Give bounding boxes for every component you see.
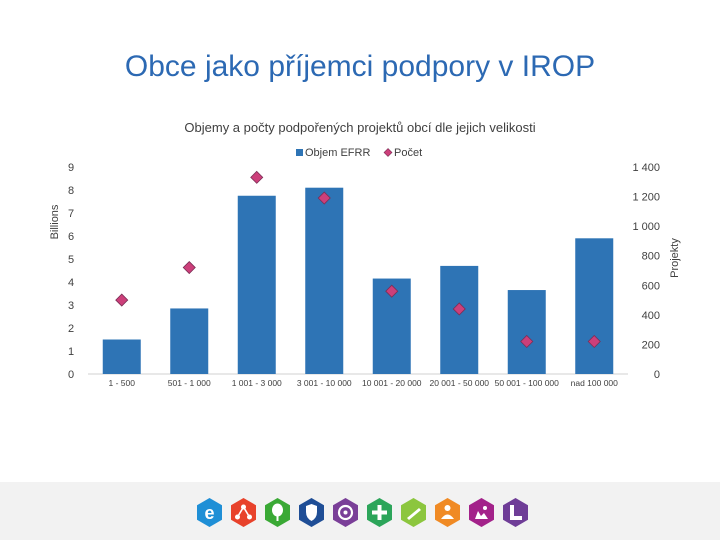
y-tick-label-right: 400 (642, 310, 660, 322)
y-tick-label-right: 200 (642, 339, 660, 351)
corner-icon (500, 497, 531, 528)
y-tick-label-left: 5 (68, 254, 74, 266)
x-tick-label: 10 001 - 20 000 (362, 378, 422, 388)
y-tick-label-left: 9 (68, 162, 74, 174)
y-tick-label-left: 3 (68, 300, 74, 312)
bar (237, 195, 276, 374)
bar (575, 238, 614, 374)
marker-point (520, 334, 534, 349)
slide-title: Obce jako příjemci podpory v IROP (124, 50, 596, 83)
bar (170, 308, 209, 374)
bar (440, 265, 479, 374)
x-tick-label: 20 001 - 50 000 (429, 378, 489, 388)
y-axis-left-label: Billions (49, 204, 61, 239)
y-tick-label-left: 2 (68, 323, 74, 335)
y-axis-right-label: Projekty (669, 238, 681, 278)
chart: Objemy a počty podpořených projektů obcí… (49, 120, 681, 388)
x-tick-label: 501 - 1 000 (168, 378, 211, 388)
y-tick-label-right: 1 400 (632, 162, 660, 174)
tree-icon (262, 497, 293, 528)
people-icon (432, 497, 463, 528)
y-tick-label-right: 1 200 (632, 192, 660, 204)
program-logos: e (194, 497, 531, 531)
marker-point (317, 191, 331, 205)
chart-title: Objemy a počty podpořených projektů obcí… (184, 120, 535, 135)
y-tick-label-right: 1 000 (632, 221, 660, 233)
marker-point (182, 260, 196, 275)
marker-point (452, 302, 466, 316)
pen-icon (398, 497, 429, 528)
y-tick-label-left: 8 (68, 185, 74, 197)
y-tick-label-left: 7 (68, 208, 74, 220)
x-tick-label: nad 100 000 (571, 378, 619, 388)
marker-point (250, 170, 264, 184)
legend-swatch-marker (383, 148, 393, 157)
marker-point (115, 293, 129, 307)
y-tick-label-left: 1 (68, 346, 74, 358)
bar (305, 187, 344, 374)
legend-label: Objem EFRR (305, 147, 370, 159)
y-tick-label-right: 600 (642, 280, 660, 292)
shield-icon (296, 497, 327, 528)
marker-point (587, 334, 601, 349)
y-tick-label-right: 0 (654, 369, 660, 381)
y-tick-label-left: 0 (68, 369, 74, 381)
y-tick-label-right: 800 (642, 251, 660, 263)
legend-label: Počet (394, 147, 422, 159)
cross-icon (364, 497, 395, 528)
landmark-icon (466, 497, 497, 528)
e-letter-icon: e (194, 497, 225, 528)
y-tick-label-left: 6 (68, 231, 74, 243)
legend-swatch-bar (296, 149, 303, 156)
bar (102, 339, 141, 374)
y-tick-label-left: 4 (68, 277, 74, 289)
x-tick-label: 50 001 - 100 000 (495, 378, 560, 388)
marker-point (385, 284, 399, 298)
x-tick-label: 1 001 - 3 000 (232, 378, 282, 388)
footer-band (0, 482, 720, 540)
svg-text:e: e (204, 503, 214, 523)
x-tick-label: 1 - 500 (109, 378, 136, 388)
x-tick-label: 3 001 - 10 000 (297, 378, 352, 388)
bar (507, 290, 546, 374)
network-icon (228, 497, 259, 528)
gear-icon (330, 497, 361, 528)
